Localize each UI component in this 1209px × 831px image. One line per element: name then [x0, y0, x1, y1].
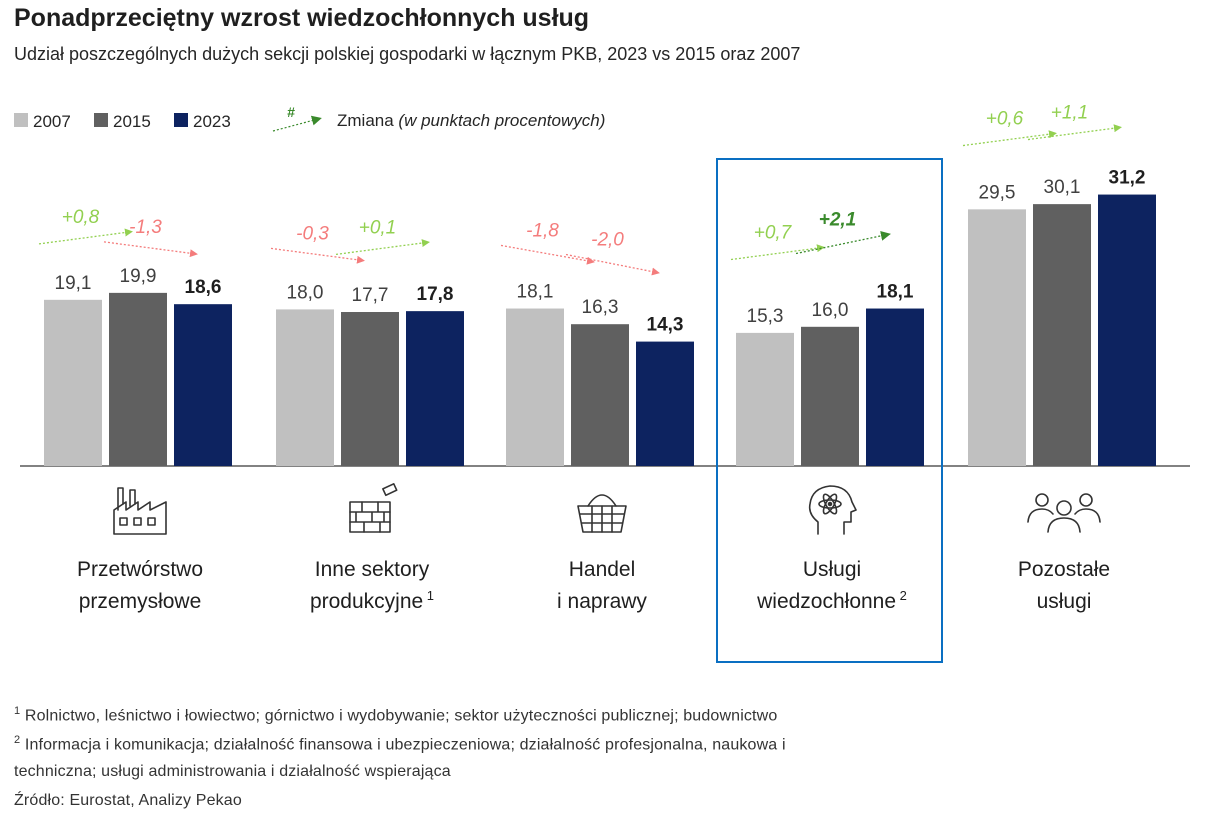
category-label-0-line1: Przetwórstwo	[77, 558, 203, 581]
value-label-2-2015: 16,3	[582, 297, 619, 318]
bar-chart: 2007 2015 2023 # Zmiana (w punktach proc…	[14, 103, 1190, 613]
change-label-2-1: -2,0	[591, 230, 624, 251]
basket-icon	[577, 494, 627, 533]
factory-icon	[113, 487, 167, 535]
category-label-1-line1: Inne sektory	[315, 558, 430, 581]
brick-wall-icon	[349, 483, 398, 533]
legend-swatch-2015	[94, 113, 108, 127]
bar-1-2007	[276, 309, 334, 466]
change-arrow-3-0	[730, 244, 825, 261]
legend-label-2015: 2015	[113, 112, 151, 131]
change-arrow-4-0	[962, 130, 1057, 147]
value-label-1-2015: 17,7	[352, 285, 389, 306]
change-arrow-0-1	[103, 241, 198, 258]
change-label-1-0: -0,3	[296, 223, 329, 244]
brain-atom-icon	[808, 485, 857, 535]
category-label-2-line2: i naprawy	[557, 590, 647, 613]
people-icon	[1027, 493, 1101, 533]
footnote-2-continued: techniczna; usługi administrowania i dzi…	[14, 763, 451, 780]
page-subtitle: Udział poszczególnych dużych sekcji pols…	[14, 44, 801, 64]
bar-2-2023	[636, 341, 694, 466]
category-label-4-line2: usługi	[1037, 590, 1092, 613]
legend: 2007 2015 2023 # Zmiana (w punktach proc…	[14, 104, 605, 132]
category-label-4-line1: Pozostałe	[1018, 558, 1110, 581]
category-label-2-line1: Handel	[569, 558, 636, 581]
category-label-3-line1: Usługi	[803, 558, 861, 581]
bar-3-2007	[736, 332, 794, 466]
value-label-3-2015: 16,0	[812, 300, 849, 321]
value-label-0-2023: 18,6	[185, 277, 222, 298]
legend-change-symbol: #	[287, 104, 295, 120]
change-label-2-0: -1,8	[526, 220, 559, 241]
change-arrow-0-0	[38, 228, 133, 245]
change-label-4-0: +0,6	[986, 109, 1024, 130]
bar-4-2023	[1098, 194, 1156, 466]
legend-swatch-2007	[14, 113, 28, 127]
value-label-4-2023: 31,2	[1109, 168, 1146, 189]
change-arrow-4-1	[1027, 124, 1122, 141]
legend-change-label: Zmiana (w punktach procentowych)	[337, 111, 605, 130]
change-label-0-0: +0,8	[62, 207, 100, 228]
bar-3-2015	[801, 326, 859, 466]
category-label-1-line2: produkcyjne 1	[310, 588, 434, 613]
value-label-2-2023: 14,3	[647, 315, 684, 336]
change-arrow-2-0	[500, 244, 595, 265]
value-label-1-2007: 18,0	[287, 282, 324, 303]
legend-swatch-2023	[174, 113, 188, 127]
change-arrow-2-1	[565, 253, 660, 276]
legend-change-arrow	[272, 115, 322, 132]
bar-0-2007	[44, 299, 102, 466]
bar-0-2023	[174, 304, 232, 466]
highlight-box	[716, 158, 943, 663]
value-label-3-2007: 15,3	[747, 306, 784, 327]
bar-2-2015	[571, 324, 629, 466]
change-arrow-1-1	[335, 239, 430, 256]
footnote-2: 2 Informacja i komunikacja; działalność …	[14, 734, 786, 754]
footnote-1: 1 Rolnictwo, leśnictwo i łowiectwo; górn…	[14, 705, 778, 725]
change-label-1-1: +0,1	[359, 217, 397, 238]
value-label-0-2015: 19,9	[120, 266, 157, 287]
value-label-1-2023: 17,8	[417, 284, 454, 305]
value-label-0-2007: 19,1	[55, 273, 92, 294]
source-note: Źródło: Eurostat, Analizy Pekao	[14, 792, 242, 809]
change-label-3-0: +0,7	[754, 223, 793, 244]
category-label-0-line2: przemysłowe	[79, 590, 202, 613]
category-label-3-line2: wiedzochłonne 2	[756, 588, 907, 613]
change-label-4-1: +1,1	[1051, 103, 1089, 124]
change-arrow-3-1	[795, 230, 891, 255]
value-label-3-2023: 18,1	[877, 282, 914, 303]
change-arrow-1-0	[270, 247, 365, 264]
bar-0-2015	[109, 292, 167, 466]
change-label-0-1: -1,3	[129, 217, 162, 238]
value-label-4-2007: 29,5	[979, 182, 1016, 203]
value-label-4-2015: 30,1	[1044, 177, 1081, 198]
legend-label-2023: 2023	[193, 112, 231, 131]
bar-4-2007	[968, 209, 1026, 466]
bar-1-2023	[406, 311, 464, 466]
bar-2-2007	[506, 308, 564, 466]
value-label-2-2007: 18,1	[517, 282, 554, 303]
change-label-3-1: +2,1	[819, 210, 857, 231]
bar-4-2015	[1033, 204, 1091, 466]
page-title: Ponadprzeciętny wzrost wiedzochłonnych u…	[14, 4, 590, 32]
bar-3-2023	[866, 308, 924, 466]
bar-1-2015	[341, 312, 399, 466]
legend-label-2007: 2007	[33, 112, 71, 131]
